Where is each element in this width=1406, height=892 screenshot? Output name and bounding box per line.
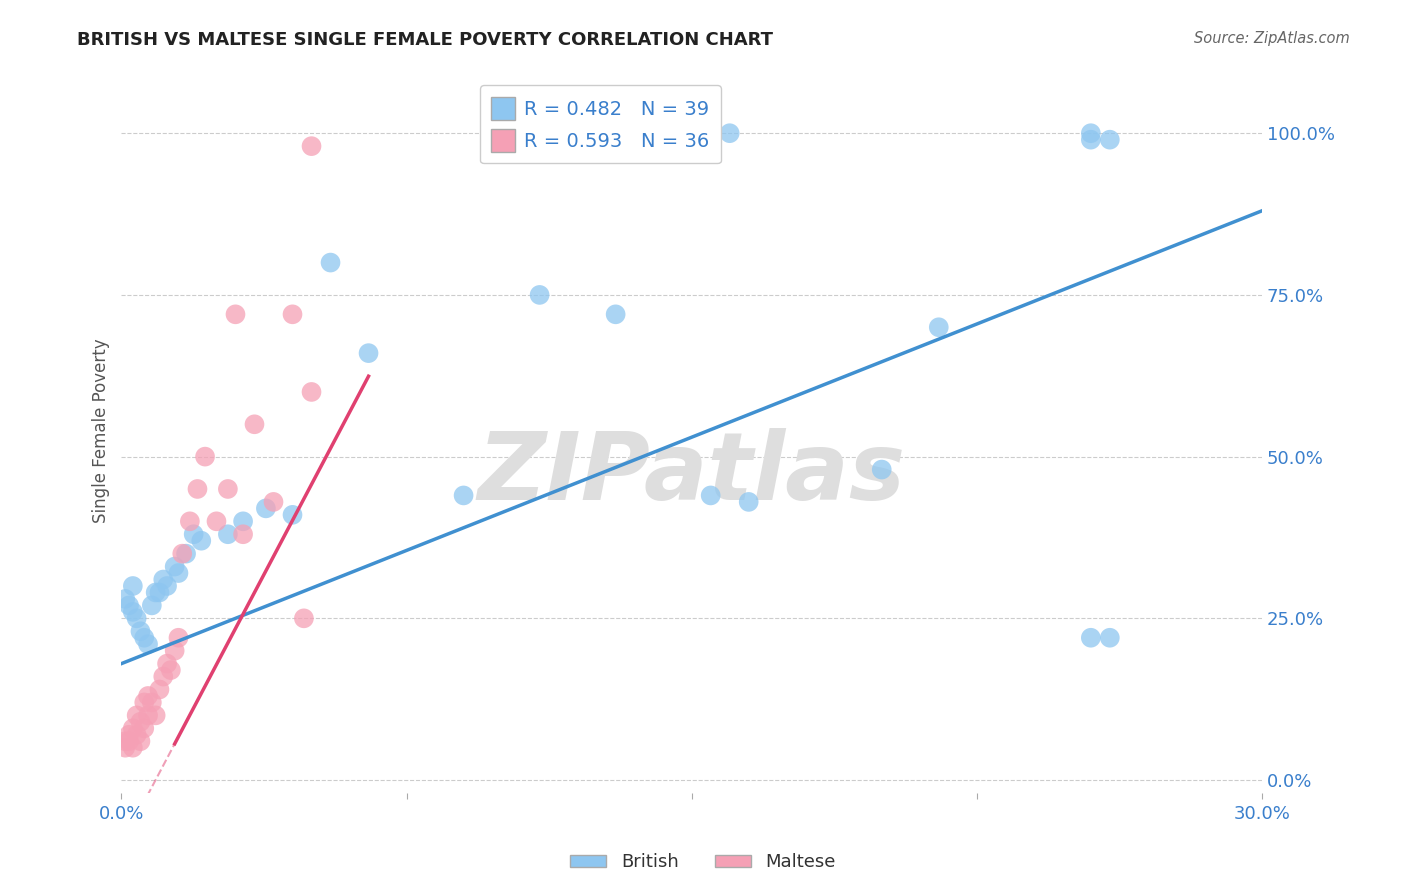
Point <box>134 631 156 645</box>
Point <box>1080 631 1102 645</box>
Point <box>292 611 315 625</box>
Legend: British, Maltese: British, Maltese <box>564 847 842 879</box>
Point <box>737 495 759 509</box>
Point <box>174 547 197 561</box>
Point <box>179 514 201 528</box>
Point <box>1098 133 1121 147</box>
Point <box>148 682 170 697</box>
Point <box>152 573 174 587</box>
Legend: R = 0.482   N = 39, R = 0.593   N = 36: R = 0.482 N = 39, R = 0.593 N = 36 <box>479 86 721 163</box>
Point <box>183 527 205 541</box>
Point <box>163 643 186 657</box>
Point <box>152 669 174 683</box>
Point <box>281 508 304 522</box>
Point <box>156 657 179 671</box>
Point <box>136 708 159 723</box>
Point <box>136 637 159 651</box>
Point <box>121 605 143 619</box>
Point <box>134 695 156 709</box>
Point <box>281 307 304 321</box>
Point <box>699 488 721 502</box>
Point <box>129 734 152 748</box>
Point <box>163 559 186 574</box>
Point <box>129 714 152 729</box>
Point <box>114 734 136 748</box>
Point <box>205 514 228 528</box>
Point <box>301 139 323 153</box>
Point <box>118 734 141 748</box>
Point <box>1080 133 1102 147</box>
Point <box>125 708 148 723</box>
Point <box>1098 631 1121 645</box>
Point <box>194 450 217 464</box>
Point <box>141 599 163 613</box>
Point <box>232 514 254 528</box>
Point <box>217 482 239 496</box>
Point <box>118 599 141 613</box>
Point <box>145 585 167 599</box>
Point <box>145 708 167 723</box>
Point <box>114 740 136 755</box>
Point <box>243 417 266 432</box>
Text: ZIPatlas: ZIPatlas <box>478 428 905 520</box>
Point <box>114 591 136 606</box>
Point <box>357 346 380 360</box>
Point <box>136 689 159 703</box>
Point <box>718 126 741 140</box>
Point <box>453 488 475 502</box>
Point <box>156 579 179 593</box>
Text: Source: ZipAtlas.com: Source: ZipAtlas.com <box>1194 31 1350 46</box>
Point <box>529 288 551 302</box>
Point <box>224 307 246 321</box>
Point <box>605 307 627 321</box>
Point <box>186 482 208 496</box>
Point <box>263 495 285 509</box>
Point <box>319 255 342 269</box>
Point <box>254 501 277 516</box>
Point <box>217 527 239 541</box>
Point <box>121 579 143 593</box>
Point <box>167 631 190 645</box>
Point <box>172 547 194 561</box>
Point <box>125 728 148 742</box>
Point <box>190 533 212 548</box>
Point <box>129 624 152 639</box>
Point <box>1080 126 1102 140</box>
Point <box>125 611 148 625</box>
Point <box>870 462 893 476</box>
Point <box>232 527 254 541</box>
Point <box>121 740 143 755</box>
Y-axis label: Single Female Poverty: Single Female Poverty <box>93 338 110 523</box>
Point <box>167 566 190 580</box>
Point <box>141 695 163 709</box>
Point <box>148 585 170 599</box>
Point <box>121 721 143 735</box>
Point <box>118 728 141 742</box>
Point <box>134 721 156 735</box>
Point <box>160 663 183 677</box>
Text: BRITISH VS MALTESE SINGLE FEMALE POVERTY CORRELATION CHART: BRITISH VS MALTESE SINGLE FEMALE POVERTY… <box>77 31 773 49</box>
Point <box>301 384 323 399</box>
Point <box>928 320 950 334</box>
